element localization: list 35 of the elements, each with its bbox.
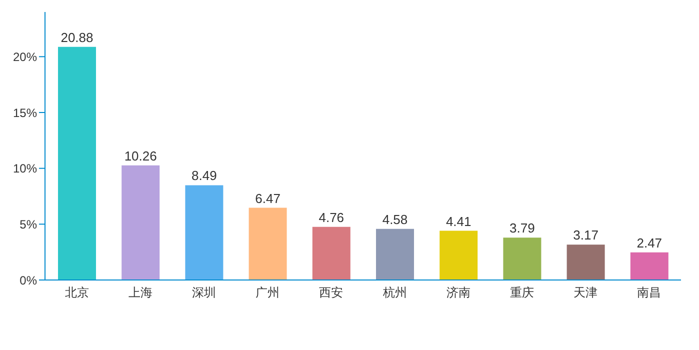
bar <box>503 238 542 280</box>
x-tick-label: 广州 <box>256 286 280 300</box>
data-label: 3.17 <box>573 228 598 243</box>
bar <box>376 228 414 280</box>
data-label: 6.47 <box>255 190 280 206</box>
x-tick-label: 上海 <box>128 286 152 300</box>
x-tick-label: 深圳 <box>192 286 216 300</box>
data-label: 4.76 <box>318 210 344 225</box>
bar <box>566 244 605 280</box>
x-tick-label: 济南 <box>446 286 470 300</box>
y-tick-label: 10% <box>12 162 38 176</box>
x-tick-label: 北京 <box>64 286 89 300</box>
y-tick-label: 5% <box>20 217 38 232</box>
data-label: 10.26 <box>124 148 157 164</box>
bar <box>122 165 160 280</box>
x-tick-label: 西安 <box>319 286 344 300</box>
data-label: 3.79 <box>510 220 535 236</box>
bar <box>440 230 478 280</box>
x-tick-label: 南昌 <box>637 286 662 300</box>
x-tick-label: 杭州 <box>382 286 407 300</box>
x-tick-label: 天津 <box>574 286 598 300</box>
data-label: 2.47 <box>636 235 662 250</box>
data-label: 4.41 <box>446 214 472 229</box>
bar <box>312 226 350 280</box>
y-tick-label: 20% <box>12 50 38 64</box>
x-tick-label: 重庆 <box>510 286 534 300</box>
bar <box>58 46 96 280</box>
data-label: 8.49 <box>192 168 217 184</box>
bar <box>248 208 287 280</box>
bar <box>630 252 668 280</box>
y-tick-label: 0% <box>20 273 38 288</box>
bar <box>185 185 224 280</box>
data-label: 4.58 <box>382 212 408 227</box>
data-label: 20.88 <box>60 30 94 45</box>
y-tick-label: 15% <box>12 106 38 120</box>
